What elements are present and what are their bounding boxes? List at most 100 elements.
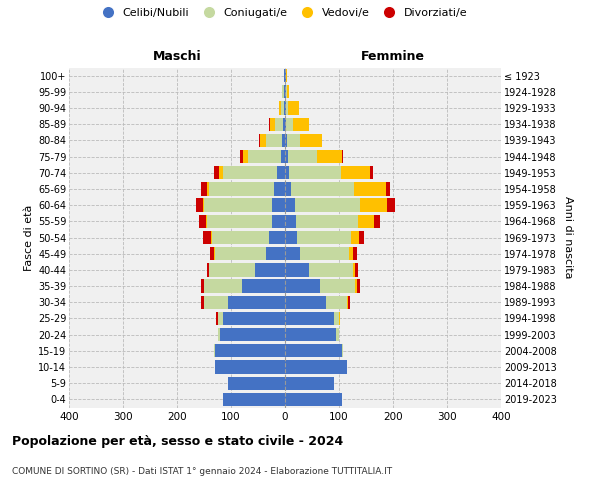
- Bar: [281, 150, 285, 163]
- Bar: [285, 393, 342, 406]
- Bar: [256, 263, 285, 276]
- Bar: [204, 198, 271, 212]
- Bar: [320, 280, 355, 292]
- Bar: [218, 328, 220, 342]
- Bar: [229, 296, 285, 309]
- Bar: [297, 231, 351, 244]
- Bar: [215, 344, 285, 358]
- Bar: [285, 328, 337, 342]
- Bar: [283, 85, 284, 98]
- Bar: [285, 263, 310, 276]
- Bar: [386, 182, 391, 196]
- Bar: [281, 102, 284, 114]
- Bar: [220, 328, 285, 342]
- Bar: [218, 166, 223, 179]
- Bar: [285, 134, 287, 147]
- Bar: [210, 247, 214, 260]
- Bar: [353, 182, 386, 196]
- Bar: [293, 118, 309, 131]
- Bar: [296, 214, 358, 228]
- Bar: [342, 344, 343, 358]
- Bar: [285, 360, 347, 374]
- Bar: [285, 214, 296, 228]
- Bar: [274, 182, 285, 196]
- Bar: [355, 280, 357, 292]
- Text: Maschi: Maschi: [152, 50, 202, 62]
- Bar: [374, 214, 380, 228]
- Bar: [286, 102, 288, 114]
- Bar: [334, 312, 339, 325]
- Bar: [295, 198, 359, 212]
- Bar: [342, 150, 343, 163]
- Bar: [353, 263, 355, 276]
- Bar: [209, 182, 274, 196]
- Bar: [259, 134, 260, 147]
- Bar: [202, 280, 204, 292]
- Bar: [286, 118, 293, 131]
- Bar: [285, 150, 288, 163]
- Y-axis label: Fasce di età: Fasce di età: [23, 204, 34, 270]
- Bar: [357, 280, 359, 292]
- Bar: [285, 231, 297, 244]
- Bar: [271, 198, 285, 212]
- Bar: [386, 198, 395, 212]
- Bar: [223, 312, 285, 325]
- Bar: [275, 118, 283, 131]
- Bar: [359, 231, 364, 244]
- Bar: [285, 312, 334, 325]
- Bar: [341, 166, 370, 179]
- Bar: [359, 198, 386, 212]
- Bar: [284, 102, 285, 114]
- Bar: [202, 182, 206, 196]
- Bar: [348, 296, 350, 309]
- Bar: [218, 312, 223, 325]
- Bar: [285, 296, 325, 309]
- Bar: [292, 182, 353, 196]
- Bar: [204, 280, 242, 292]
- Bar: [285, 247, 300, 260]
- Bar: [285, 182, 292, 196]
- Bar: [347, 296, 348, 309]
- Bar: [300, 134, 322, 147]
- Bar: [288, 150, 317, 163]
- Bar: [223, 166, 277, 179]
- Bar: [285, 166, 289, 179]
- Bar: [317, 150, 342, 163]
- Bar: [358, 214, 374, 228]
- Legend: Celibi/Nubili, Coniugati/e, Vedovi/e, Divorziati/e: Celibi/Nubili, Coniugati/e, Vedovi/e, Di…: [94, 6, 470, 20]
- Bar: [270, 118, 275, 131]
- Bar: [349, 247, 353, 260]
- Bar: [269, 231, 285, 244]
- Bar: [266, 134, 283, 147]
- Bar: [206, 263, 209, 276]
- Bar: [223, 393, 285, 406]
- Bar: [206, 214, 271, 228]
- Bar: [204, 296, 229, 309]
- Bar: [353, 247, 358, 260]
- Bar: [199, 214, 206, 228]
- Bar: [370, 166, 373, 179]
- Text: COMUNE DI SORTINO (SR) - Dati ISTAT 1° gennaio 2024 - Elaborazione TUTTITALIA.IT: COMUNE DI SORTINO (SR) - Dati ISTAT 1° g…: [12, 468, 392, 476]
- Bar: [286, 85, 287, 98]
- Bar: [214, 344, 215, 358]
- Bar: [325, 296, 347, 309]
- Bar: [211, 231, 212, 244]
- Bar: [271, 214, 285, 228]
- Bar: [277, 166, 285, 179]
- Bar: [266, 247, 285, 260]
- Bar: [351, 231, 359, 244]
- Bar: [243, 150, 248, 163]
- Bar: [215, 247, 266, 260]
- Bar: [287, 85, 289, 98]
- Bar: [285, 376, 334, 390]
- Bar: [215, 360, 285, 374]
- Bar: [202, 296, 204, 309]
- Bar: [284, 85, 285, 98]
- Bar: [206, 182, 209, 196]
- Text: Popolazione per età, sesso e stato civile - 2024: Popolazione per età, sesso e stato civil…: [12, 435, 343, 448]
- Bar: [209, 263, 256, 276]
- Bar: [285, 198, 295, 212]
- Bar: [203, 198, 204, 212]
- Bar: [260, 134, 266, 147]
- Text: Femmine: Femmine: [361, 50, 425, 62]
